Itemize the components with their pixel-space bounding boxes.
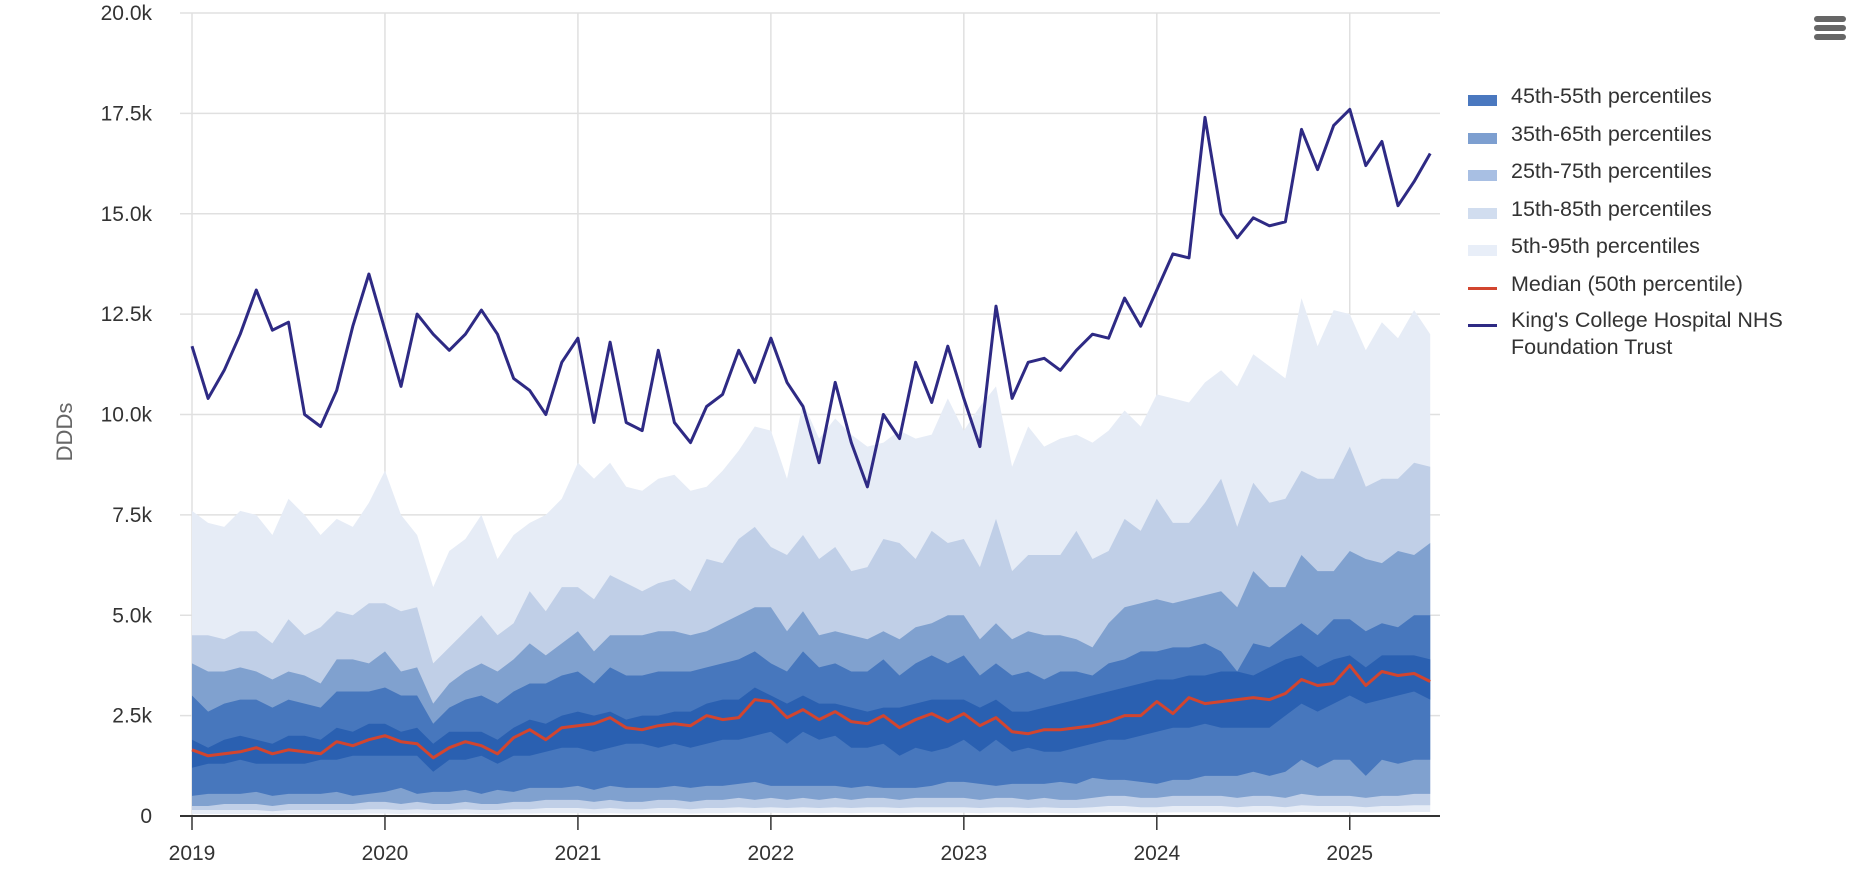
legend-swatch (1468, 286, 1497, 290)
y-tick-label: 12.5k (101, 303, 153, 326)
chart-menu-button[interactable] (1814, 16, 1846, 44)
percentile-bands (192, 298, 1431, 815)
legend-swatch (1468, 207, 1497, 219)
legend-swatch (1468, 170, 1497, 181)
y-tick-label: 10.0k (101, 404, 153, 427)
legend-label: 35th-65th percentiles (1511, 121, 1712, 146)
x-tick-label: 2021 (555, 842, 602, 865)
legend-item-35-65[interactable]: 35th-65th percentiles (1468, 122, 1791, 160)
legend-swatch (1468, 324, 1497, 327)
legend-label: 5th-95th percentiles (1511, 234, 1700, 258)
legend-label: Median (50th percentile) (1511, 271, 1743, 296)
legend-item-25-75[interactable]: 25th-75th percentiles (1468, 159, 1791, 197)
y-tick-label: 0 (140, 805, 152, 828)
legend-swatch (1468, 132, 1497, 144)
y-tick-label: 17.5k (101, 102, 153, 125)
x-tick-label: 2025 (1326, 842, 1373, 865)
legend: 45th-55th percentiles 35th-65th percenti… (1468, 84, 1791, 361)
y-tick-label: 20.0k (101, 2, 153, 25)
y-tick-label: 7.5k (112, 504, 152, 527)
legend-label: 45th-55th percentiles (1511, 84, 1712, 108)
trust-line (190, 107, 1432, 489)
y-axis-title: DDDs (52, 403, 77, 462)
hamburger-menu-icon-bar (1814, 34, 1846, 40)
legend-item-median[interactable]: Median (50th percentile) (1468, 272, 1791, 310)
x-tick-label: 2023 (940, 842, 987, 865)
y-tick-label: 15.0k (101, 203, 153, 226)
legend-label: 15th-85th percentiles (1511, 196, 1712, 221)
x-tick-label: 2024 (1133, 842, 1180, 865)
hamburger-menu-icon (1814, 16, 1846, 22)
legend-item-5-95[interactable]: 5th-95th percentiles (1468, 234, 1791, 272)
legend-swatch (1468, 245, 1497, 256)
hamburger-menu-icon-bar (1814, 25, 1846, 31)
median-line (191, 663, 1431, 760)
legend-label: King's College Hospital NHS Foundation T… (1511, 308, 1783, 359)
y-tick-label: 5.0k (112, 604, 152, 627)
axes: 0 2.5k 5.0k 7.5k 10.0k 12.5k 15.0k 17.5k 20.0k 20… (101, 2, 1440, 865)
legend-item-trust[interactable]: King's College Hospital NHS Foundation T… (1468, 308, 1791, 361)
x-tick-label: 2019 (169, 842, 216, 865)
x-tick-label: 2020 (362, 842, 409, 865)
x-tick-label: 2022 (748, 842, 795, 865)
legend-swatch (1468, 95, 1497, 106)
series-lines (190, 107, 1432, 760)
legend-label: 25th-75th percentiles (1511, 159, 1712, 183)
y-tick-label: 2.5k (112, 705, 152, 728)
legend-item-15-85[interactable]: 15th-85th percentiles (1468, 197, 1791, 235)
legend-item-45-55[interactable]: 45th-55th percentiles (1468, 84, 1791, 122)
